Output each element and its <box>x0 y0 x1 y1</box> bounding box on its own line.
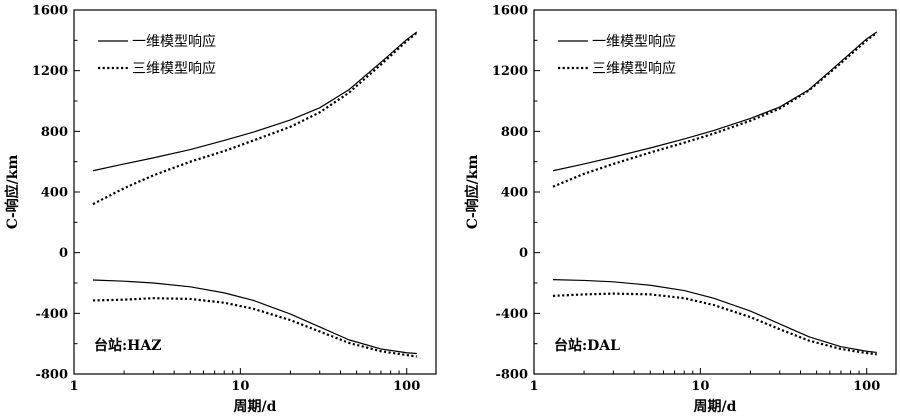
x-axis-title: 周期/d <box>234 399 277 415</box>
station-label: 台站:DAL <box>554 337 620 354</box>
series-line-one-d-imag <box>92 279 417 355</box>
x-tick-label: 10 <box>691 379 709 394</box>
y-tick-label: 1600 <box>32 4 68 19</box>
series-line-one-d-imag <box>552 279 877 354</box>
y-tick-label: 0 <box>59 246 68 261</box>
series-line-one-d-real <box>552 31 878 172</box>
series-line-three-d-imag <box>92 297 417 358</box>
y-tick-label: 400 <box>41 186 68 201</box>
x-tick-label: 1 <box>69 379 78 394</box>
x-tick-label: 1 <box>529 379 538 394</box>
y-axis-title: C-响应/km <box>4 155 21 230</box>
y-tick-label: 1200 <box>492 64 528 79</box>
y-axis-title: C-响应/km <box>464 155 481 230</box>
y-tick-label: 400 <box>501 186 528 201</box>
y-tick-label: 800 <box>41 125 68 140</box>
x-tick-label: 100 <box>853 379 880 394</box>
y-tick-label: 0 <box>519 246 528 261</box>
y-tick-label: -800 <box>35 368 68 383</box>
legend-label-one-d: 一维模型响应 <box>132 33 216 50</box>
y-tick-label: 1600 <box>492 4 528 19</box>
station-label: 台站:HAZ <box>94 337 161 354</box>
chart-panel-2: -800 -400 0 400 800 1200 1600 1 10 100 周期/d C-响应/km… <box>464 4 897 415</box>
y-tick-label: -800 <box>495 368 528 383</box>
plot-frame <box>533 9 897 375</box>
chart-panel-1: -800 -400 0 400 800 1200 1600 1 10 100 周期/d C-响应/km… <box>4 4 437 415</box>
series-line-three-d-real <box>92 31 418 206</box>
y-tick-label: 800 <box>501 125 528 140</box>
series-line-three-d-imag <box>552 292 877 356</box>
x-axis-title: 周期/d <box>694 399 737 415</box>
y-tick-label: -400 <box>495 307 528 322</box>
legend-label-one-d: 一维模型响应 <box>592 33 676 50</box>
legend-label-three-d: 三维模型响应 <box>592 60 676 77</box>
y-tick-label: -400 <box>35 307 68 322</box>
x-tick-label: 10 <box>231 379 249 394</box>
series-line-three-d-real <box>552 31 878 188</box>
legend-label-three-d: 三维模型响应 <box>132 60 216 77</box>
y-tick-label: 1200 <box>32 64 68 79</box>
x-tick-label: 100 <box>393 379 420 394</box>
series-line-one-d-real <box>92 31 418 172</box>
